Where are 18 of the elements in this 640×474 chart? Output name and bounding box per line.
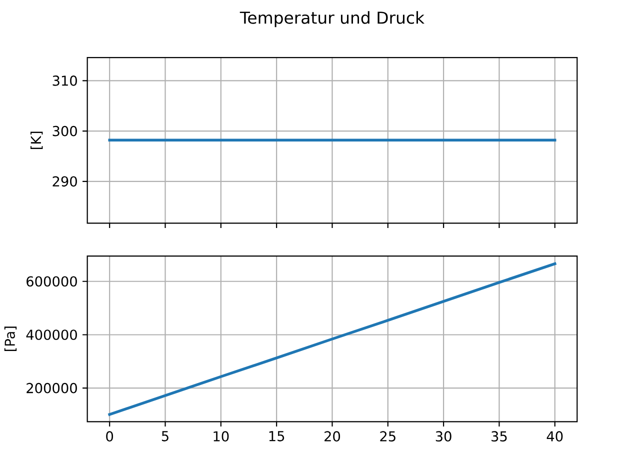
x-tick-label: 30 — [436, 431, 452, 442]
y-axis-title: [Pa] — [4, 326, 17, 352]
y-tick-label: 400000 — [26, 330, 77, 340]
x-tick-label: 20 — [324, 431, 340, 442]
x-tick-label: 5 — [162, 431, 168, 442]
x-tick-label: 40 — [546, 431, 563, 442]
y-tick-label: 300 — [52, 126, 77, 136]
x-tick-label: 0 — [106, 431, 114, 442]
x-tick-label: 15 — [269, 431, 284, 442]
x-tick-label: 25 — [380, 431, 396, 442]
y-tick-label: 600000 — [26, 276, 77, 287]
x-tick-label: 35 — [492, 431, 507, 442]
y-tick-label: 290 — [52, 176, 77, 187]
y-tick-label: 310 — [52, 76, 77, 86]
chart-title: Temperatur und Druck — [240, 11, 424, 28]
y-tick-label: 200000 — [26, 383, 77, 394]
y-axis-title: [K] — [30, 132, 43, 150]
x-tick-label: 10 — [214, 431, 229, 442]
